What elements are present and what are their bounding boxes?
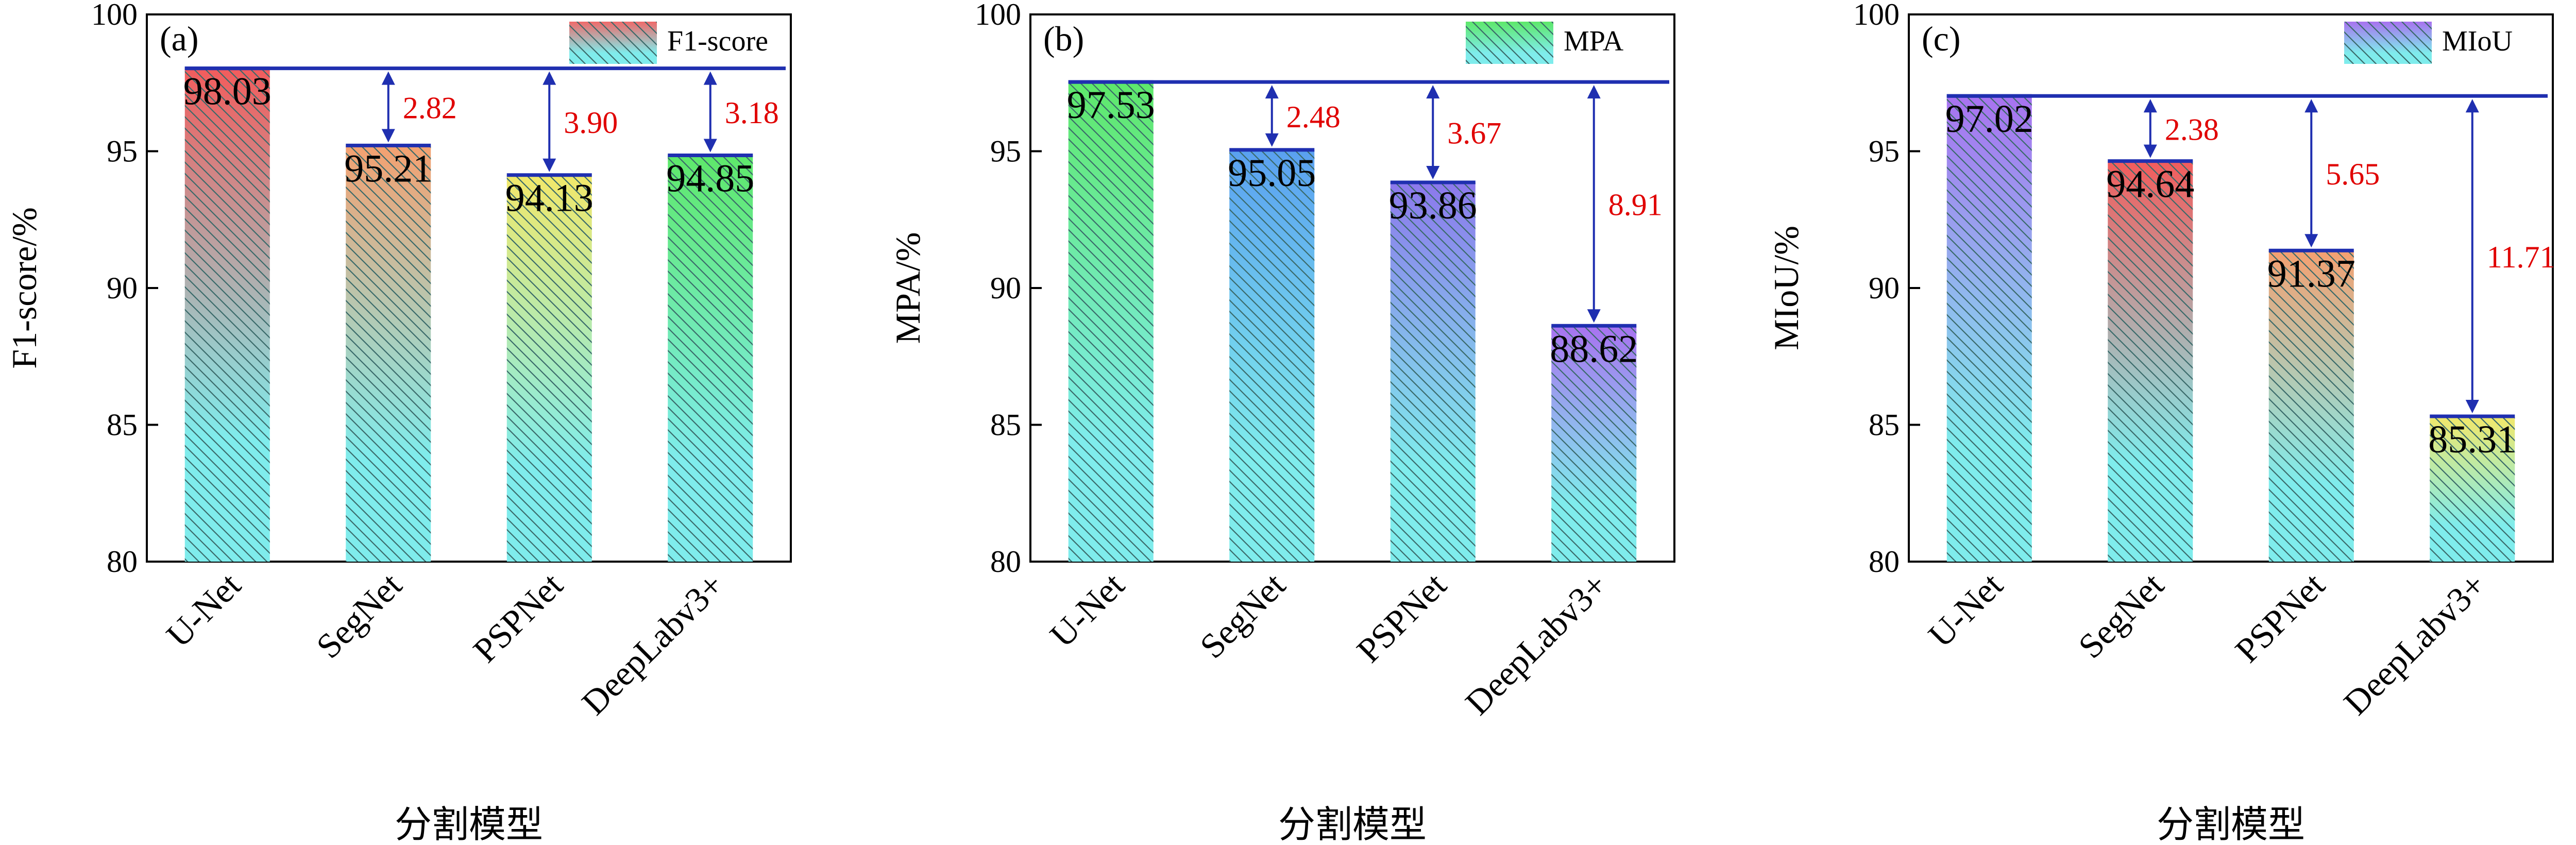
value-label: 88.62	[1550, 327, 1638, 370]
panel-label: (b)	[1043, 19, 1084, 58]
chart-panel-3: 80 85 90 95 100 MIoU/% 分割模型 (c) MIoU 97.02 U-Net 94…	[1767, 0, 2555, 845]
legend-swatch-hatch	[569, 22, 657, 64]
category-label: PSPNet	[2227, 565, 2332, 670]
y-tick-label: 95	[990, 134, 1021, 168]
bar-hatch	[2108, 161, 2193, 562]
difference-arrowhead-up	[543, 71, 556, 85]
difference-arrowhead-down	[2143, 144, 2157, 158]
difference-label: 2.38	[2165, 112, 2219, 146]
difference-label: 3.67	[1447, 116, 1501, 150]
value-label: 93.86	[1389, 184, 1477, 227]
x-axis-title: 分割模型	[395, 804, 543, 845]
category-label: SegNet	[1192, 565, 1293, 666]
category-label: DeepLabv3+	[574, 565, 731, 722]
bar-hatch	[1390, 182, 1476, 562]
category-label: SegNet	[2071, 565, 2171, 666]
category-label: SegNet	[309, 565, 409, 666]
y-tick-label: 90	[1869, 271, 1900, 305]
bar-hatch	[184, 68, 270, 562]
difference-label: 3.90	[564, 106, 618, 140]
y-tick-label: 100	[91, 0, 138, 31]
difference-label: 2.82	[403, 91, 457, 125]
y-tick-label: 80	[107, 545, 138, 579]
y-tick-label: 100	[1853, 0, 1900, 31]
difference-arrowhead-down	[703, 139, 717, 153]
bar-hatch	[346, 145, 431, 562]
difference-arrowhead-up	[703, 71, 717, 85]
legend-swatch-hatch	[1466, 22, 1553, 64]
difference-arrowhead-up	[2304, 99, 2318, 113]
panel-label: (a)	[160, 19, 198, 58]
difference-arrowhead-up	[2465, 99, 2479, 113]
category-label: U-Net	[159, 565, 248, 655]
difference-label: 11.71	[2487, 240, 2555, 274]
y-axis-title: MIoU/%	[1767, 226, 1806, 350]
legend-label: MIoU	[2442, 25, 2513, 57]
x-axis-title: 分割模型	[1278, 804, 1427, 845]
category-label: DeepLabv3+	[2336, 565, 2493, 722]
y-tick-label: 85	[990, 408, 1021, 442]
difference-arrowhead-down	[381, 129, 395, 143]
value-label: 95.21	[344, 147, 432, 190]
difference-arrowhead-up	[1587, 85, 1601, 99]
category-label: PSPNet	[1349, 565, 1453, 670]
y-tick-label: 80	[1869, 545, 1900, 579]
difference-arrowhead-down	[2304, 234, 2318, 248]
y-tick-label: 85	[107, 408, 138, 442]
category-label: DeepLabv3+	[1458, 565, 1615, 722]
category-label: U-Net	[1042, 565, 1132, 655]
category-label: U-Net	[1921, 565, 2010, 655]
legend-label: MPA	[1564, 25, 1624, 57]
value-label: 94.13	[505, 177, 594, 220]
value-label: 98.03	[183, 70, 272, 113]
difference-arrowhead-up	[1265, 85, 1279, 99]
difference-label: 2.48	[1286, 100, 1341, 134]
bar-hatch	[506, 175, 592, 562]
value-label: 97.02	[1945, 97, 2033, 141]
bar-hatch	[1946, 96, 2032, 562]
x-axis-title: 分割模型	[2157, 804, 2305, 845]
y-tick-label: 95	[1869, 134, 1900, 168]
difference-label: 8.91	[1608, 188, 1663, 222]
bar-hatch	[1551, 326, 1637, 562]
difference-label: 5.65	[2326, 157, 2380, 191]
difference-arrowhead-down	[2465, 400, 2479, 414]
category-label: PSPNet	[465, 565, 570, 670]
y-axis-title: MPA/%	[888, 232, 927, 344]
bar-hatch	[1229, 149, 1315, 562]
bar-hatch	[1068, 82, 1154, 562]
difference-arrowhead-up	[1426, 85, 1440, 99]
difference-arrowhead-down	[1265, 133, 1279, 147]
bar-hatch	[668, 155, 753, 562]
difference-arrowhead-down	[543, 158, 556, 172]
bar-hatch	[2268, 250, 2354, 562]
y-tick-label: 100	[975, 0, 1021, 31]
value-label: 94.64	[2106, 163, 2194, 206]
difference-arrowhead-down	[1587, 309, 1601, 323]
bar-hatch	[2430, 416, 2515, 562]
chart-panels: 80 85 90 95 100 F1-score/% 分割模型 (a) F1-score 98.0…	[5, 0, 2555, 845]
value-label: 94.85	[666, 157, 754, 200]
panel-label: (c)	[1922, 19, 1960, 58]
legend-swatch-hatch	[2344, 22, 2432, 64]
chart-panel-2: 80 85 90 95 100 MPA/% 分割模型 (b) MPA 97.53 U-Net 95.0…	[888, 0, 1675, 845]
difference-arrowhead-up	[2143, 99, 2157, 113]
y-axis-title: F1-score/%	[5, 207, 44, 368]
value-label: 97.53	[1067, 83, 1155, 127]
y-tick-label: 90	[990, 271, 1021, 305]
y-tick-label: 85	[1869, 408, 1900, 442]
y-tick-label: 90	[107, 271, 138, 305]
chart-panel-1: 80 85 90 95 100 F1-score/% 分割模型 (a) F1-score 98.0…	[5, 0, 792, 845]
legend-label: F1-score	[667, 25, 768, 57]
difference-arrowhead-down	[1426, 166, 1440, 180]
difference-arrowhead-up	[381, 71, 395, 85]
value-label: 85.31	[2428, 418, 2516, 461]
value-label: 91.37	[2267, 252, 2355, 295]
value-label: 95.05	[1228, 151, 1316, 195]
y-tick-label: 95	[107, 134, 138, 168]
y-tick-label: 80	[990, 545, 1021, 579]
difference-label: 3.18	[725, 96, 779, 130]
